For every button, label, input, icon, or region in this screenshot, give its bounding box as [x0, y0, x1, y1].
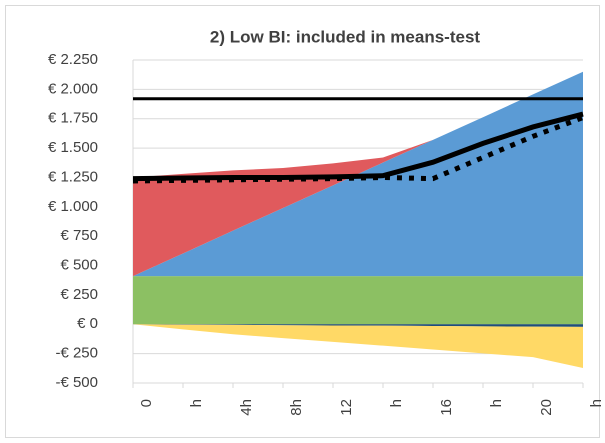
y-tick-label: -€ 500: [55, 374, 98, 391]
y-tick-label: € 1.000: [48, 198, 98, 215]
y-tick-label: € 250: [60, 286, 98, 303]
y-tick-label: € 0: [77, 315, 98, 332]
chart-title: 2) Low BI: included in means-test: [210, 27, 480, 46]
x-tick-label: h: [488, 399, 505, 407]
x-tick-label: 4h: [238, 399, 255, 416]
y-tick-label: € 2.250: [48, 51, 98, 68]
x-tick-label: 0: [138, 399, 155, 407]
x-tick-label: 20: [538, 399, 555, 416]
y-tick-label: € 750: [60, 227, 98, 244]
area: [133, 276, 583, 325]
x-tick-label: h: [188, 399, 205, 407]
y-tick-label: € 1.750: [48, 110, 98, 127]
y-tick-label: € 2.000: [48, 80, 98, 97]
y-tick-label: -€ 250: [55, 345, 98, 362]
x-tick-label: 12: [338, 399, 355, 416]
area: [133, 324, 583, 368]
line: [132, 115, 584, 184]
x-tick-label: h: [388, 399, 405, 407]
x-tick-label: 8h: [288, 399, 305, 416]
x-tick-label: h: [588, 399, 605, 407]
y-tick-label: € 1.250: [48, 168, 98, 185]
y-tick-label: € 500: [60, 257, 98, 274]
y-tick-label: € 1.500: [48, 139, 98, 156]
x-tick-label: 16: [438, 399, 455, 416]
